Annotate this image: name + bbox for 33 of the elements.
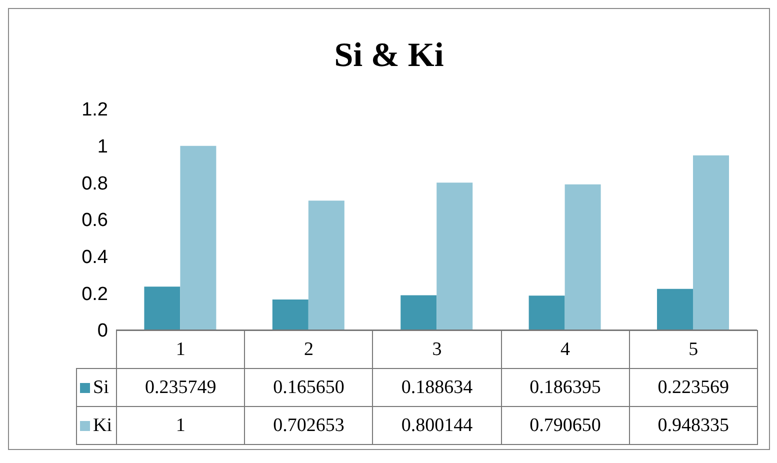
y-tick-label: 0.2	[82, 284, 108, 305]
y-tick-label: 1	[97, 136, 108, 158]
bar	[657, 288, 694, 330]
y-tick-label: 0.6	[82, 210, 108, 232]
legend-label: Ki	[93, 414, 112, 436]
x-tick-label: 2	[244, 330, 374, 369]
bar	[693, 155, 730, 330]
chart-title: Si & Ki	[333, 37, 445, 75]
y-tick-label: 0.8	[82, 173, 108, 194]
bar	[564, 184, 601, 330]
bar	[272, 299, 308, 330]
x-tick-label: 3	[372, 330, 502, 369]
x-tick-label: 5	[628, 330, 758, 369]
x-tick-label: 4	[500, 330, 630, 369]
y-tick-label: 0.4	[82, 247, 108, 268]
data-label: 0.800144	[372, 406, 502, 445]
data-label: 0.165650	[244, 368, 374, 407]
y-tick-label: 0	[97, 320, 108, 342]
bar	[308, 200, 344, 330]
data-label: 0.188634	[372, 368, 502, 407]
bar	[528, 296, 565, 330]
legend-label: Si	[93, 376, 109, 398]
data-label: 0.790650	[500, 406, 630, 445]
data-label: 0.235749	[116, 368, 246, 407]
data-label: 0.223569	[628, 368, 758, 407]
bar	[180, 146, 216, 330]
data-label: 0.186395	[500, 368, 630, 407]
data-label: 0.948335	[628, 406, 758, 445]
bar	[144, 286, 180, 330]
y-tick-label: 1.2	[82, 100, 108, 121]
bar	[400, 295, 437, 330]
bar	[436, 182, 473, 330]
data-label: 0.702653	[244, 406, 374, 445]
